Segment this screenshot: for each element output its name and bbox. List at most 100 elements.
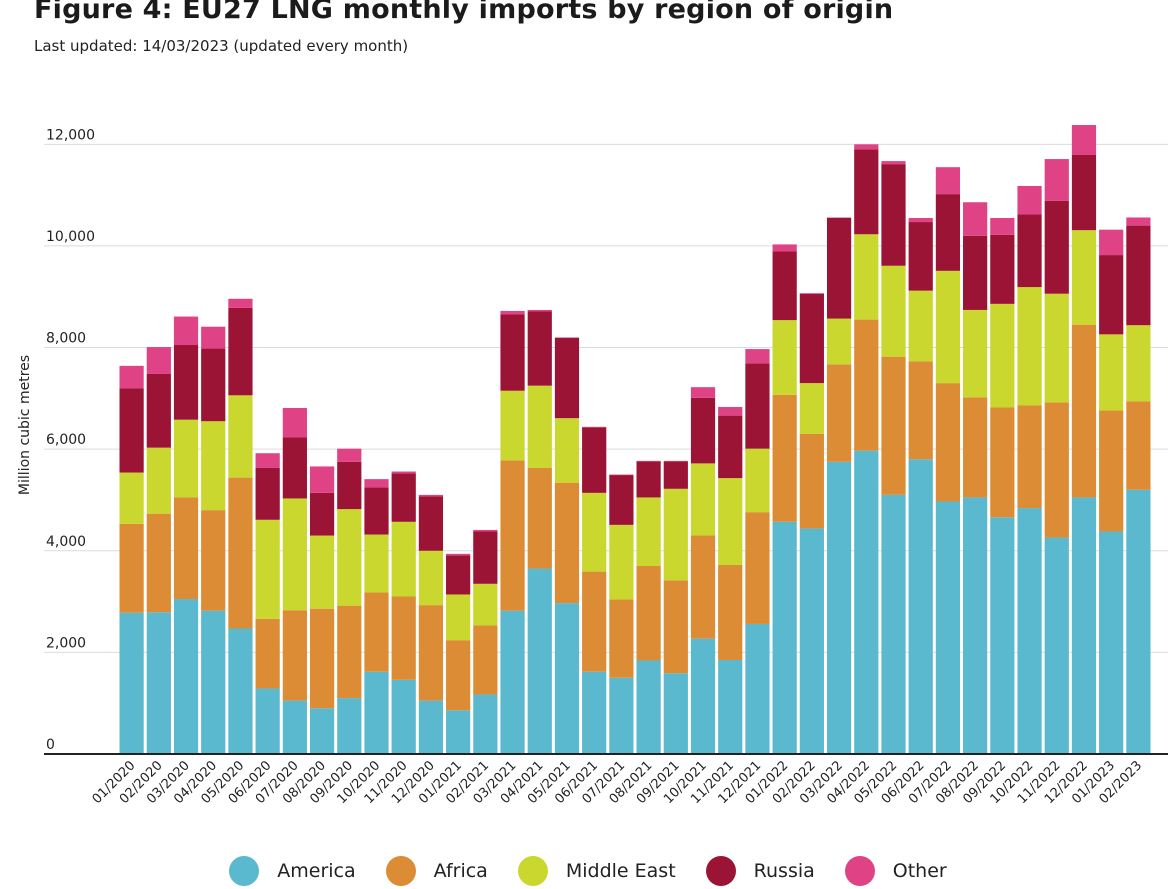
bar-africa-02-2022 bbox=[799, 433, 824, 529]
bar-other-07-2022 bbox=[935, 167, 961, 195]
bar-other-06-2021 bbox=[582, 426, 607, 428]
bar-africa-10-2022 bbox=[1017, 405, 1042, 509]
bar-middle-east-12-2020 bbox=[418, 550, 444, 606]
bar-america-05-2020 bbox=[228, 628, 253, 754]
y-tick-label: 0 bbox=[46, 737, 55, 753]
bar-middle-east-06-2022 bbox=[908, 290, 933, 362]
bar-middle-east-01-2020 bbox=[119, 472, 144, 524]
bar-russia-04-2020 bbox=[201, 348, 226, 422]
bar-america-07-2021 bbox=[609, 677, 634, 754]
bar-other-02-2020 bbox=[146, 347, 171, 374]
bar-middle-east-04-2022 bbox=[854, 234, 879, 320]
bar-africa-07-2020 bbox=[282, 610, 307, 701]
bar-other-03-2020 bbox=[173, 316, 199, 346]
bar-middle-east-12-2022 bbox=[1071, 230, 1097, 325]
bar-other-09-2022 bbox=[990, 217, 1015, 235]
bar-middle-east-01-2021 bbox=[446, 594, 471, 641]
bar-middle-east-10-2020 bbox=[364, 534, 389, 593]
bar-other-06-2020 bbox=[255, 453, 280, 468]
bar-america-01-2022 bbox=[772, 521, 797, 754]
bar-america-11-2022 bbox=[1044, 537, 1069, 754]
bar-america-01-2023 bbox=[1099, 531, 1124, 754]
bar-africa-06-2022 bbox=[908, 361, 933, 460]
bar-america-09-2021 bbox=[663, 673, 688, 754]
bar-russia-02-2020 bbox=[146, 373, 171, 448]
legend-label: Russia bbox=[753, 860, 815, 882]
bar-africa-02-2023 bbox=[1126, 401, 1151, 490]
bar-russia-09-2022 bbox=[990, 234, 1015, 304]
bar-other-04-2021 bbox=[527, 309, 552, 312]
bar-russia-04-2021 bbox=[527, 311, 552, 386]
bar-africa-09-2020 bbox=[337, 605, 362, 699]
bar-africa-12-2022 bbox=[1071, 324, 1097, 498]
bar-middle-east-03-2020 bbox=[173, 419, 199, 498]
bar-russia-10-2021 bbox=[690, 397, 716, 464]
bar-america-10-2021 bbox=[690, 638, 716, 754]
bar-russia-12-2021 bbox=[745, 363, 770, 449]
bar-russia-01-2020 bbox=[119, 388, 144, 473]
bar-middle-east-02-2021 bbox=[473, 583, 498, 626]
stacked-bar-chart: 0 2,000 4,000 6,000 8,000 10,000 12,000 01/202… bbox=[17, 125, 1168, 807]
bar-africa-07-2021 bbox=[609, 599, 634, 678]
bar-middle-east-04-2020 bbox=[201, 421, 226, 511]
bar-other-03-2021 bbox=[500, 310, 525, 315]
bar-america-12-2021 bbox=[745, 623, 770, 754]
bar-africa-12-2021 bbox=[745, 512, 770, 624]
bar-other-01-2021 bbox=[446, 553, 471, 556]
bar-america-03-2020 bbox=[173, 599, 199, 754]
bar-middle-east-02-2020 bbox=[146, 447, 171, 514]
bar-africa-01-2023 bbox=[1099, 410, 1124, 532]
bar-africa-10-2021 bbox=[690, 535, 716, 639]
bar-other-11-2021 bbox=[718, 406, 743, 416]
bar-africa-01-2022 bbox=[772, 394, 797, 522]
bar-other-02-2022 bbox=[799, 293, 824, 294]
bar-america-01-2020 bbox=[119, 612, 144, 754]
bar-africa-11-2020 bbox=[391, 596, 416, 680]
bar-middle-east-10-2022 bbox=[1017, 287, 1042, 406]
bar-russia-08-2020 bbox=[309, 492, 335, 536]
bar-africa-04-2020 bbox=[201, 510, 226, 611]
bar-america-08-2022 bbox=[963, 497, 988, 754]
bar-russia-01-2023 bbox=[1099, 255, 1124, 335]
legend-swatch bbox=[844, 856, 875, 886]
bar-russia-07-2021 bbox=[609, 475, 634, 525]
legend-item-america: America bbox=[229, 856, 356, 886]
bar-america-11-2020 bbox=[391, 679, 416, 754]
bar-russia-01-2021 bbox=[446, 555, 471, 595]
bar-america-07-2020 bbox=[282, 700, 307, 754]
bar-africa-11-2022 bbox=[1044, 402, 1069, 538]
bar-middle-east-11-2021 bbox=[718, 478, 743, 565]
bar-russia-06-2020 bbox=[255, 467, 280, 520]
bar-russia-05-2021 bbox=[554, 337, 580, 419]
bar-other-07-2020 bbox=[282, 408, 307, 438]
bar-america-12-2020 bbox=[418, 700, 444, 754]
y-axis-label: Million cubic metres bbox=[17, 355, 33, 495]
bar-america-05-2021 bbox=[554, 603, 580, 754]
bar-africa-02-2021 bbox=[473, 625, 498, 695]
bar-russia-10-2022 bbox=[1017, 214, 1042, 288]
bar-africa-10-2020 bbox=[364, 592, 389, 672]
legend-swatch bbox=[705, 856, 736, 886]
legend-swatch bbox=[385, 856, 416, 886]
bar-russia-04-2022 bbox=[854, 149, 879, 235]
bar-america-07-2022 bbox=[935, 501, 961, 754]
bar-russia-11-2022 bbox=[1044, 200, 1069, 294]
bar-africa-07-2022 bbox=[935, 383, 961, 502]
bar-america-02-2020 bbox=[146, 612, 171, 754]
bar-middle-east-03-2021 bbox=[500, 390, 525, 461]
bar-africa-04-2021 bbox=[527, 467, 552, 569]
bar-russia-02-2023 bbox=[1126, 225, 1151, 326]
bar-africa-01-2021 bbox=[446, 640, 471, 711]
bar-middle-east-05-2022 bbox=[881, 265, 906, 357]
bar-africa-09-2022 bbox=[990, 407, 1015, 518]
bar-middle-east-09-2022 bbox=[990, 303, 1015, 408]
bar-america-08-2020 bbox=[309, 708, 335, 754]
bar-middle-east-11-2020 bbox=[391, 521, 416, 597]
bar-america-05-2022 bbox=[881, 494, 906, 754]
bar-other-01-2023 bbox=[1099, 229, 1124, 256]
bar-russia-08-2021 bbox=[636, 461, 661, 498]
bar-africa-09-2021 bbox=[663, 580, 688, 674]
bar-other-07-2021 bbox=[609, 474, 634, 476]
bar-other-05-2020 bbox=[228, 298, 253, 308]
bar-russia-12-2020 bbox=[418, 496, 444, 551]
